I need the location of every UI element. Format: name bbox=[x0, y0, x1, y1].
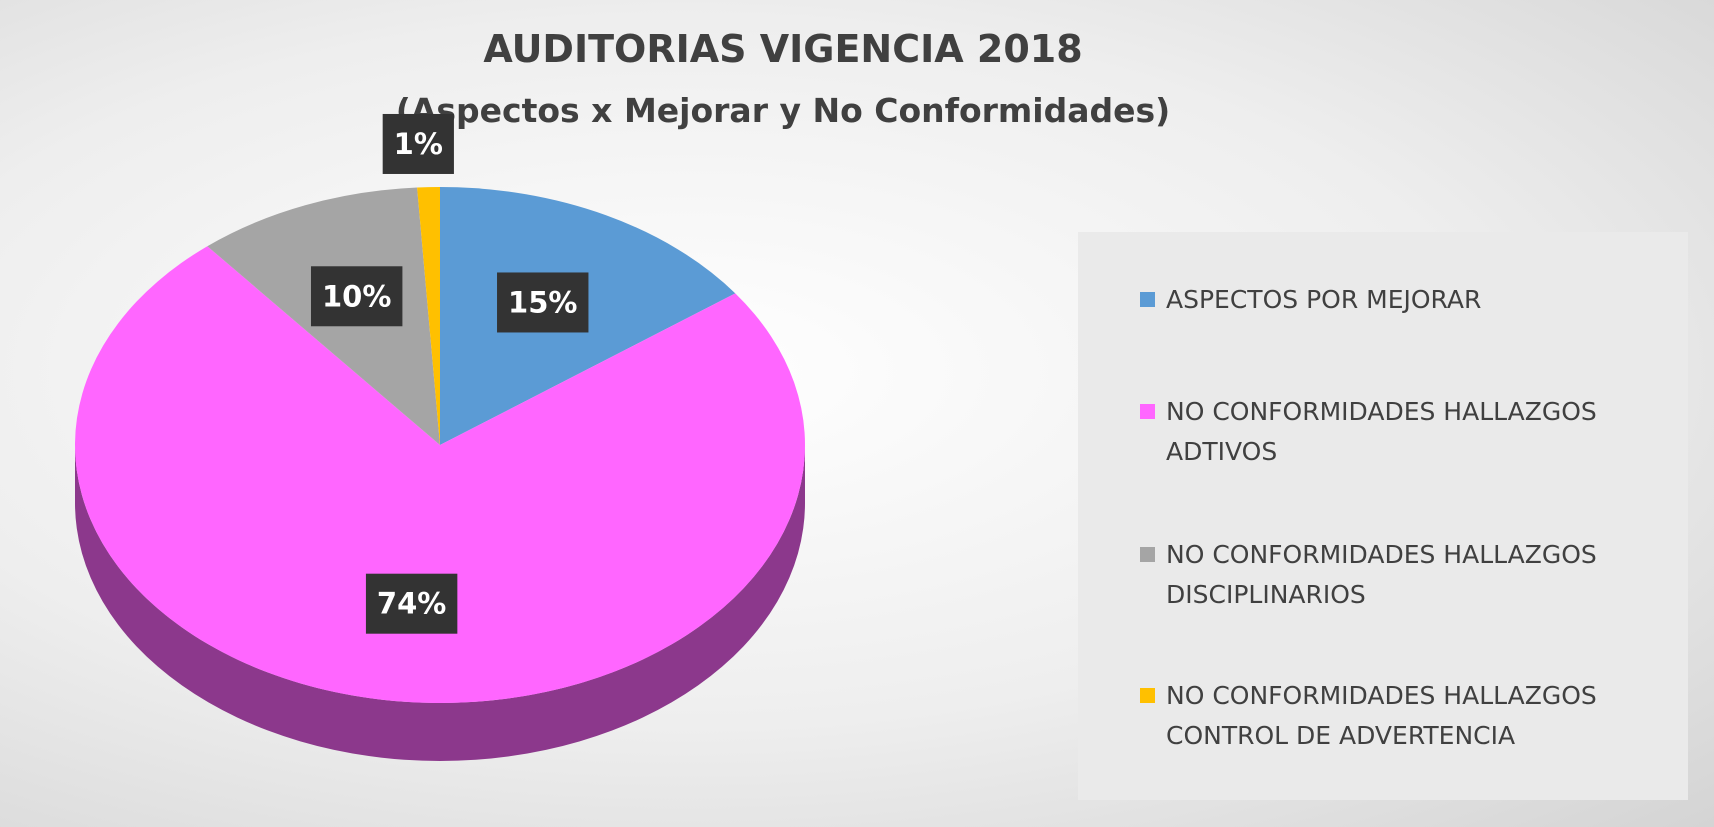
data-label-text: 74% bbox=[377, 587, 446, 621]
legend-swatch bbox=[1140, 404, 1155, 419]
data-label: 10% bbox=[310, 266, 403, 327]
data-label-box bbox=[365, 573, 458, 634]
legend-item: NO CONFORMIDADES HALLAZGOS ADTIVOS bbox=[1140, 392, 1666, 472]
data-label-box bbox=[497, 272, 589, 333]
chart-subtitle: (Aspectos x Mejorar y No Conformidades) bbox=[396, 91, 1170, 130]
data-label-box bbox=[382, 113, 454, 174]
pie-slice bbox=[75, 246, 806, 703]
pie-side bbox=[75, 445, 805, 761]
legend-swatch bbox=[1140, 688, 1155, 703]
data-label: 74% bbox=[365, 573, 458, 634]
data-label: 15% bbox=[497, 272, 589, 333]
data-label-text: 1% bbox=[394, 127, 443, 161]
legend-swatch bbox=[1140, 547, 1155, 562]
legend-item: NO CONFORMIDADES HALLAZGOS DISCIPLINARIO… bbox=[1140, 535, 1666, 615]
legend-label: NO CONFORMIDADES HALLAZGOS DISCIPLINARIO… bbox=[1166, 540, 1597, 609]
data-label-text: 10% bbox=[322, 279, 391, 313]
data-label: 1% bbox=[382, 113, 454, 174]
legend-label: ASPECTOS POR MEJORAR bbox=[1166, 285, 1482, 314]
legend-swatch bbox=[1140, 292, 1155, 307]
legend-label: NO CONFORMIDADES HALLAZGOS CONTROL DE AD… bbox=[1166, 681, 1597, 750]
data-label-box bbox=[310, 266, 403, 327]
pie-slice bbox=[417, 187, 440, 445]
legend-item: NO CONFORMIDADES HALLAZGOS CONTROL DE AD… bbox=[1140, 676, 1666, 756]
legend: ASPECTOS POR MEJORAR NO CONFORMIDADES HAL… bbox=[1078, 232, 1688, 800]
data-label-text: 15% bbox=[508, 285, 577, 319]
legend-label: NO CONFORMIDADES HALLAZGOS ADTIVOS bbox=[1166, 397, 1597, 466]
chart-title: AUDITORIAS VIGENCIA 2018 bbox=[483, 27, 1082, 71]
legend-item: ASPECTOS POR MEJORAR bbox=[1140, 280, 1666, 320]
